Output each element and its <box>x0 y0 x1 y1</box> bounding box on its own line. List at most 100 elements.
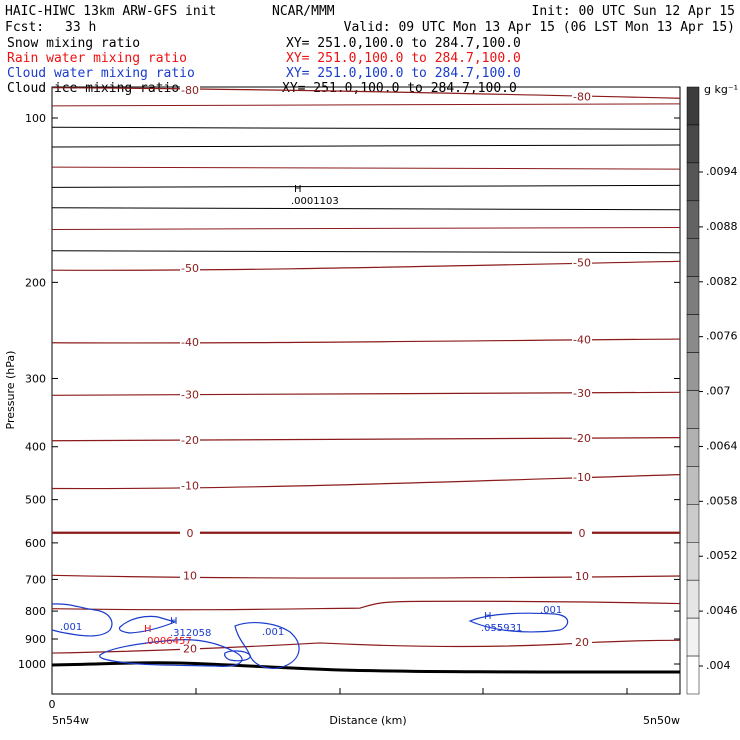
isotherm-label--20-b: -20 <box>573 432 591 445</box>
isotherm-label--80-a: -80 <box>181 84 199 97</box>
y-tick-label-800: 800 <box>25 605 46 618</box>
colorbar-bin-13 <box>686 579 700 619</box>
max-marker-cloud-left-value: .312058 <box>170 628 211 639</box>
colorbar-bin-4 <box>686 238 700 277</box>
isotherm-label-bg-10-a <box>180 569 200 582</box>
field-xy-cloud-ice: XY= 251.0,100.0 to 284.7,100.0 <box>282 81 517 96</box>
colorbar-bin-12 <box>686 542 700 581</box>
colorbar-bin-0 <box>686 86 700 126</box>
colorbar-bin-2 <box>686 162 700 202</box>
max-marker-cloud-right: H .055931 <box>481 611 522 634</box>
cloud-water-contour-lower <box>99 639 243 667</box>
upper-contour-2 <box>51 144 681 148</box>
isotherm-label--40-a: -40 <box>181 336 199 349</box>
isotherm-contours <box>51 87 681 654</box>
cloud-water-label-center: .001 <box>262 627 284 638</box>
isotherm-label--50-a: -50 <box>181 262 199 275</box>
cloud-water-label-right: .001 <box>540 605 562 616</box>
colorbar-tick-label-7: .0082 <box>706 275 738 288</box>
colorbar-tick-label-5: .007 <box>706 385 731 398</box>
colorbar-bin-11 <box>686 504 700 543</box>
isotherm-label-bg-0-b <box>572 526 592 539</box>
isotherm-label--10-a: -10 <box>181 479 199 492</box>
y-tick-label-300: 300 <box>25 373 46 386</box>
y-tick-label-500: 500 <box>25 494 46 507</box>
field-name-cloud-water: Cloud water mixing ratio <box>7 66 195 81</box>
field-xy-rain: XY= 251.0,100.0 to 284.7,100.0 <box>286 51 521 66</box>
upper-contour-lines <box>51 103 681 254</box>
y-tick-label-100: 100 <box>25 112 46 125</box>
upper-contour-6 <box>51 226 681 230</box>
colorbar-tick-label-6: .0076 <box>706 330 738 343</box>
init-time: Init: 00 UTC Sun 12 Apr 15 <box>532 4 736 19</box>
isotherm-label-bg--80-b <box>572 90 592 103</box>
right-endpoint-label: 5n50w <box>643 714 680 727</box>
max-marker-cloud-left-symbol: H <box>170 616 178 627</box>
distance-axis <box>51 688 628 694</box>
colorbar-tick-label-4: .0064 <box>706 439 738 452</box>
isotherm-label-bg--80-a <box>180 84 200 97</box>
colorbar-tick-label-2: .0052 <box>706 549 738 562</box>
isotherm-label-bg--20-b <box>572 432 592 445</box>
x-start-tick-label: 0 <box>49 698 56 711</box>
isotherm-label-0-a: 0 <box>187 527 194 540</box>
colorbar-bin-9 <box>686 428 700 467</box>
left-endpoint-label: 5n54w <box>52 714 89 727</box>
isotherm-10 <box>51 574 681 579</box>
y-axis-title: Pressure (hPa) <box>4 351 17 430</box>
upper-contour-4 <box>51 184 681 188</box>
isotherm-label--40-b: -40 <box>573 334 591 347</box>
field-name-rain: Rain water mixing ratio <box>7 51 187 66</box>
isotherm-label-bg-20-a <box>180 642 200 655</box>
colorbar-bin-10 <box>686 466 700 505</box>
isotherm-labels: -80 -80 -50 -50 -40 -40 -30 -30 -20 -20 -10 -10 0 0 10… <box>180 84 592 655</box>
isotherm-label--80-b: -80 <box>573 91 591 104</box>
cloud-water-contour-core <box>224 650 251 662</box>
fcst-value: 33 h <box>65 20 96 35</box>
upper-contour-5 <box>51 207 681 211</box>
upper-contour-3 <box>51 166 681 170</box>
upper-contour-7 <box>51 250 681 254</box>
upper-contour-1 <box>51 126 681 130</box>
cloud-water-contour-left <box>51 603 113 637</box>
isotherm-label-bg--50-b <box>572 256 592 269</box>
cloud-water-contours <box>51 603 569 669</box>
isotherm-20 <box>51 639 681 654</box>
y-tick-label-1000: 1000 <box>18 658 46 671</box>
field-name-snow: Snow mixing ratio <box>7 36 140 51</box>
isotherm-label-0-b: 0 <box>579 527 586 540</box>
isotherm-label--30-a: -30 <box>181 389 199 402</box>
isotherm-label-20-a: 20 <box>183 642 197 655</box>
y-tick-label-200: 200 <box>25 276 46 289</box>
isotherm-label-bg--40-a <box>180 335 200 348</box>
field-xy-snow: XY= 251.0,100.0 to 284.7,100.0 <box>286 36 521 51</box>
colorbar-tick-label-1: .0046 <box>706 604 738 617</box>
field-xy-cloud-water: XY= 251.0,100.0 to 284.7,100.0 <box>286 66 521 81</box>
fcst-label: Fcst: <box>5 20 44 35</box>
cloud-water-contour-center <box>234 622 300 669</box>
cloud-water-label-left: .001 <box>60 622 82 633</box>
cloud-water-contour-right <box>468 612 569 633</box>
colorbar-bin-1 <box>686 124 700 164</box>
center-label: NCAR/MMM <box>272 4 335 19</box>
isotherm-label--20-a: -20 <box>181 434 199 447</box>
colorbar-bin-3 <box>686 200 700 239</box>
colorbar: .004 .0046 .0052 .0058 .0064 .007 .0076 .0082 .0… <box>686 86 738 695</box>
max-marker-rain: H .0006457 <box>144 624 192 647</box>
isotherm-label-10-b: 10 <box>575 570 589 583</box>
isotherm-label-bg--10-b <box>572 470 592 483</box>
max-marker-rain-value: .0006457 <box>144 636 192 647</box>
isotherm-label-bg--30-b <box>572 386 592 399</box>
colorbar-tick-label-0: .004 <box>706 659 731 672</box>
isotherm-label-bg--20-a <box>180 434 200 447</box>
valid-time: Valid: 09 UTC Mon 13 Apr 15 (06 LST Mon … <box>344 20 735 35</box>
plot-frame <box>51 86 681 695</box>
isotherm-label-bg--50-a <box>180 262 200 275</box>
max-marker-rain-symbol: H <box>144 624 152 635</box>
isotherm-label-bg-0-a <box>180 526 200 539</box>
isotherm-label-bg--30-a <box>180 388 200 401</box>
isotherm-label-bg--10-a <box>180 479 200 492</box>
isotherm-label--10-b: -10 <box>573 471 591 484</box>
